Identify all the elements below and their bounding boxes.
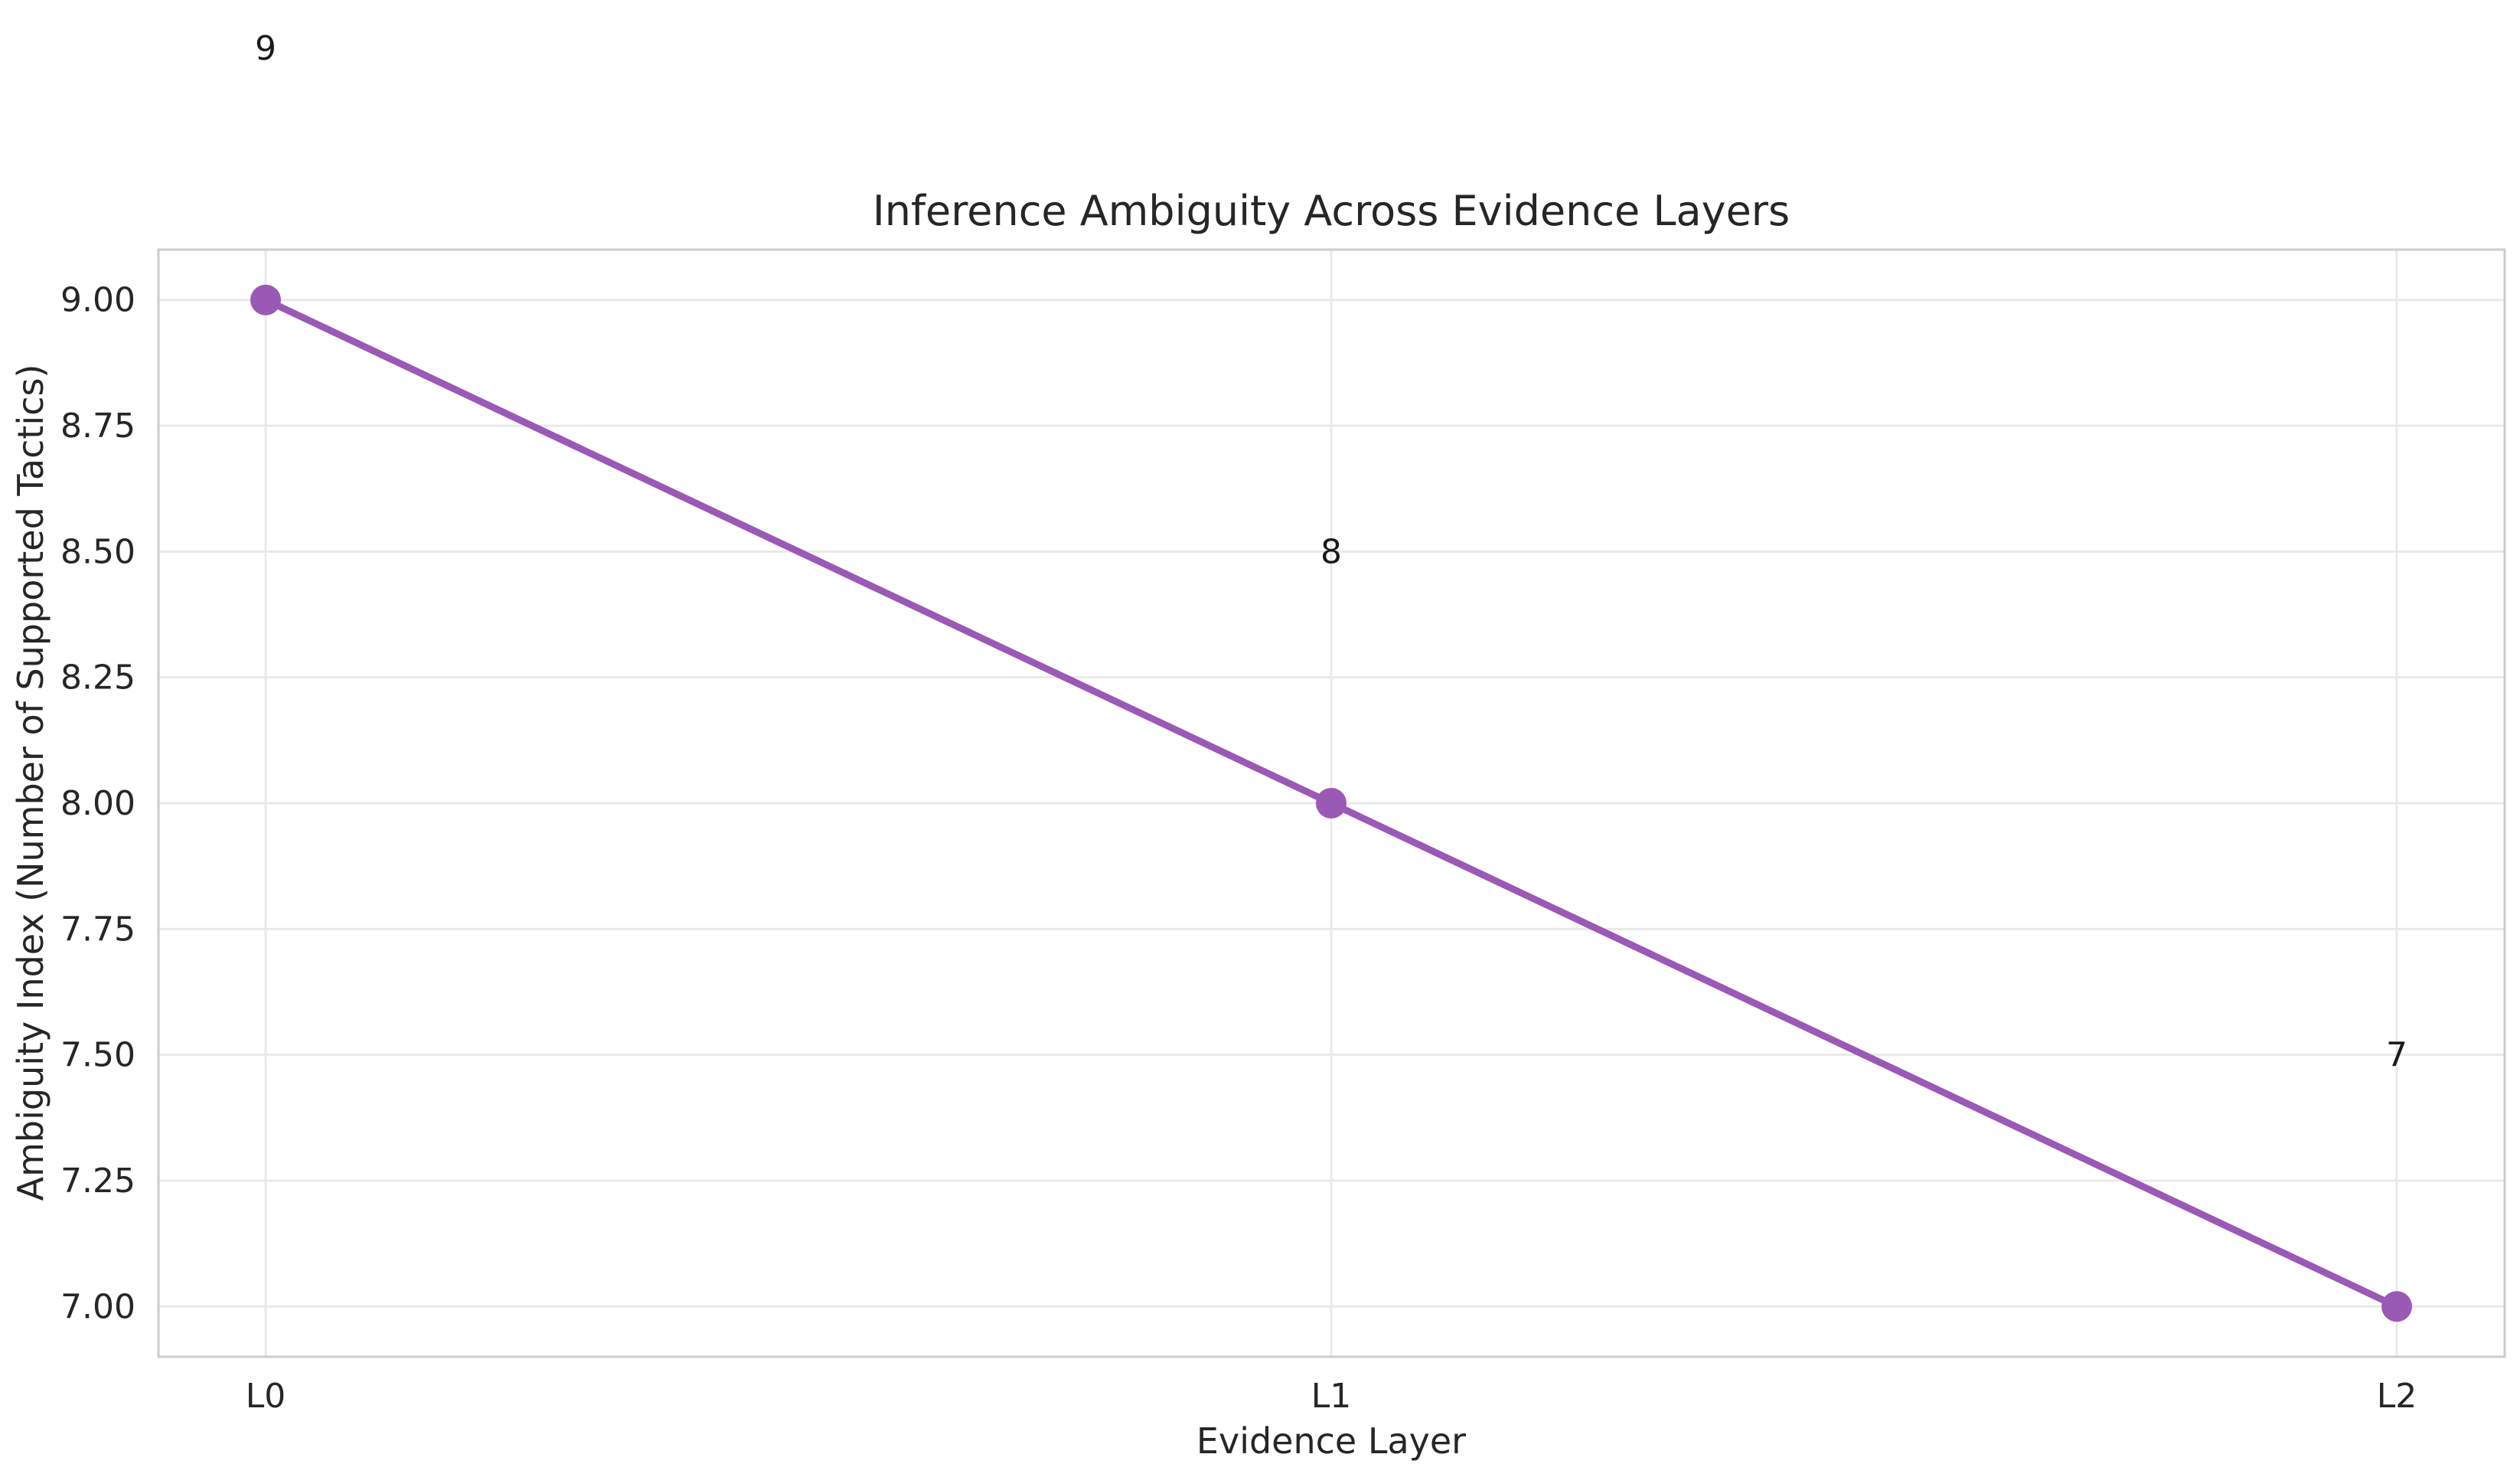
y-tick-label: 8.75: [60, 407, 135, 446]
y-tick-label: 9.00: [60, 281, 135, 320]
y-tick-label: 7.00: [60, 1287, 135, 1326]
data-labels: 9 8 7: [255, 29, 2407, 1075]
y-tick-label: 8.00: [60, 784, 135, 823]
x-tick-labels: L0 L1 L2: [246, 1377, 2417, 1416]
plot-frame: [157, 248, 2506, 1358]
data-markers: [250, 284, 2412, 1322]
y-tick-labels: 7.00 7.25 7.50 7.75 8.00 8.25 8.50 8.75 9.00: [60, 281, 135, 1327]
x-axis-label: Evidence Layer: [1196, 1420, 1466, 1462]
chart-title: Inference Ambiguity Across Evidence Laye…: [873, 187, 1790, 235]
y-tick-label: 7.75: [60, 910, 135, 949]
y-axis-label: Ambiguity Index (Number of Supported Tac…: [10, 364, 51, 1201]
data-point: [2381, 1291, 2412, 1322]
y-tick-label: 7.25: [60, 1162, 135, 1201]
x-tick-label: L1: [1311, 1377, 1352, 1416]
data-point: [250, 284, 281, 315]
x-tick-label: L2: [2377, 1377, 2417, 1416]
y-tick-label: 8.25: [60, 658, 135, 698]
data-point: [1316, 788, 1347, 819]
x-tick-label: L0: [246, 1377, 286, 1416]
y-tick-label: 7.50: [60, 1036, 135, 1075]
data-label: 7: [2386, 1036, 2407, 1075]
data-label: 8: [1320, 532, 1342, 571]
y-tick-label: 8.50: [60, 532, 135, 571]
data-label: 9: [255, 29, 276, 68]
